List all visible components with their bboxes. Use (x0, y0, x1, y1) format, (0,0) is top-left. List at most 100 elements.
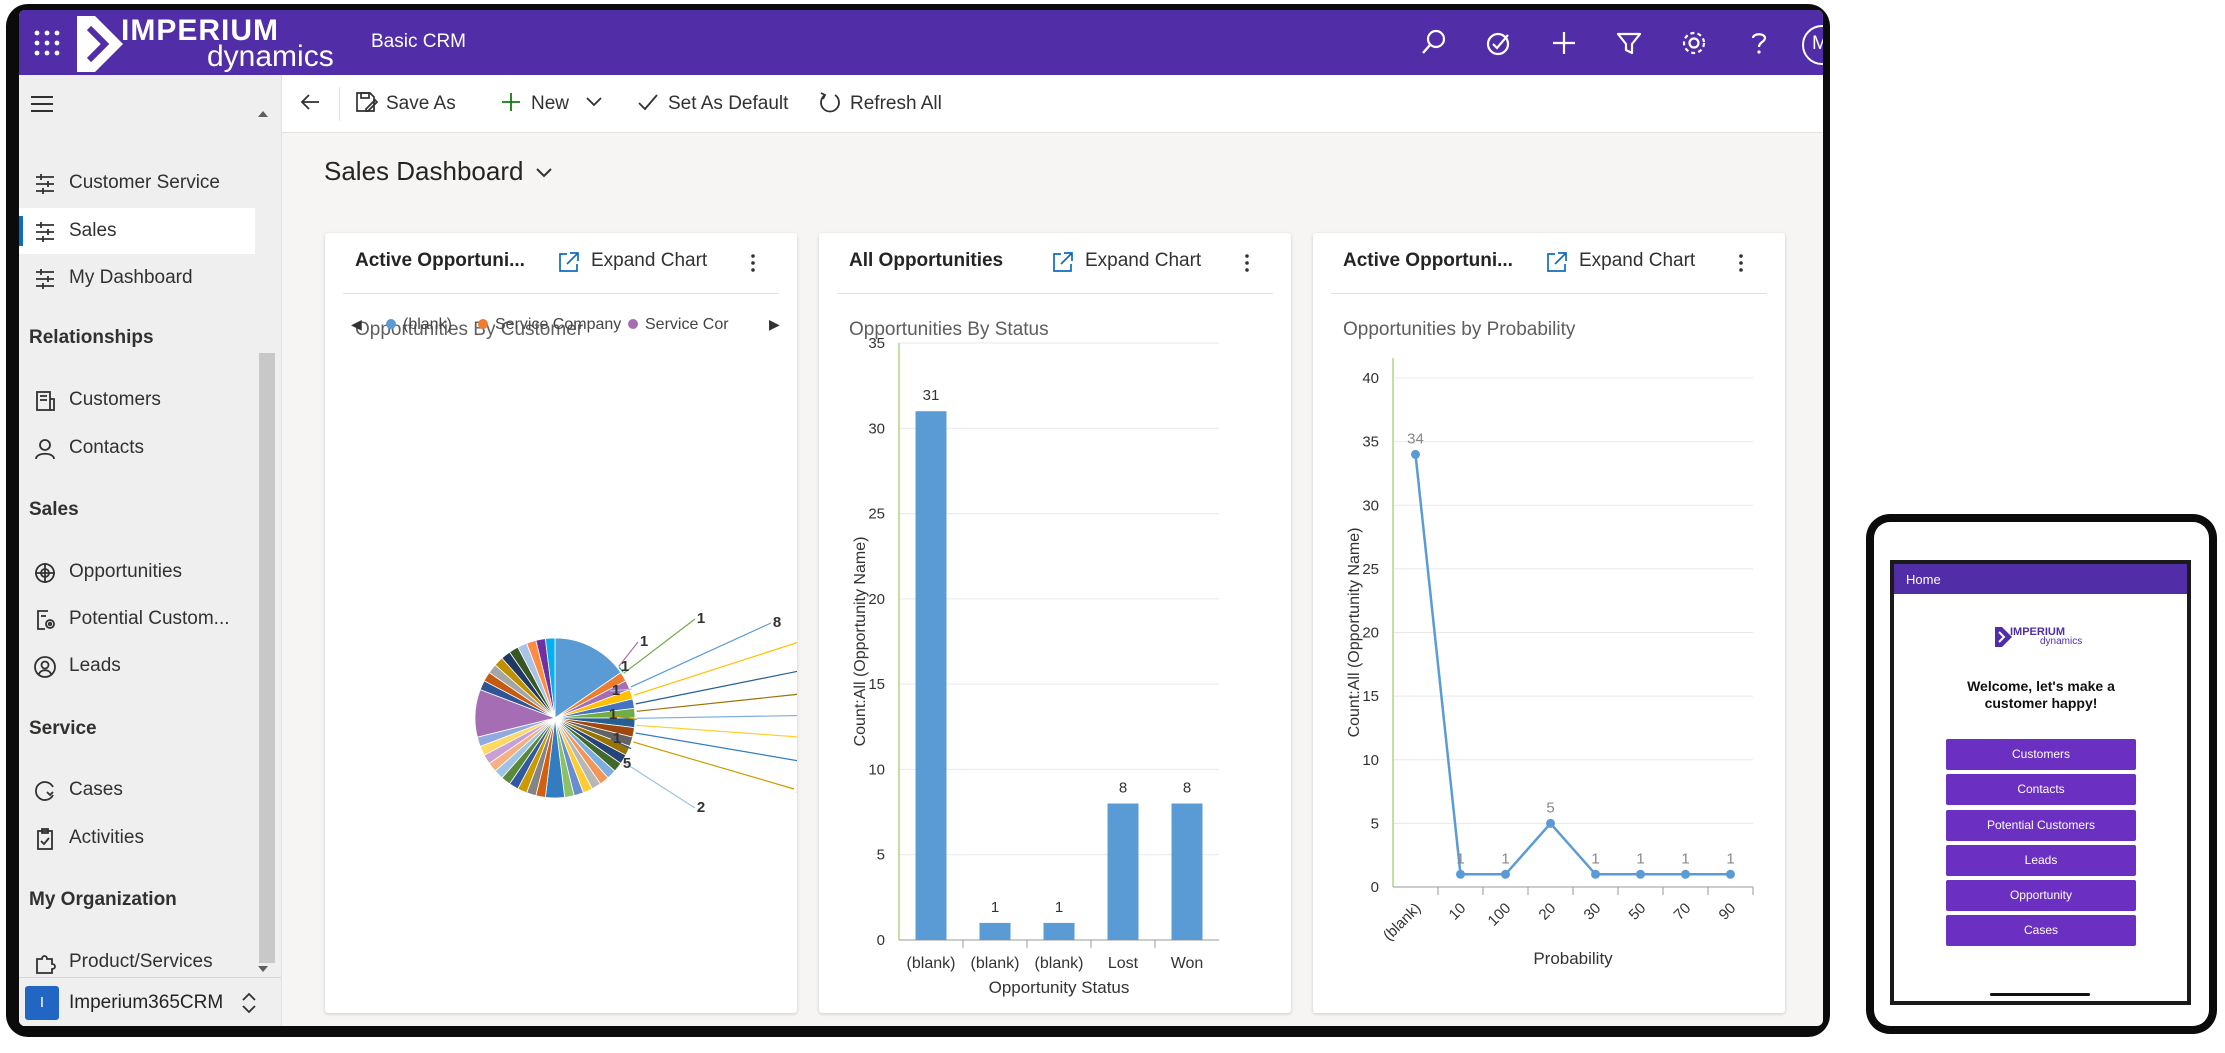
more-options-icon[interactable] (1731, 249, 1751, 277)
more-options-icon[interactable] (1237, 249, 1257, 277)
settings-icon[interactable] (1677, 26, 1711, 60)
expand-chart-button[interactable]: Expand Chart (557, 247, 707, 277)
pie-leader-line (636, 714, 797, 719)
refresh-all-button[interactable]: Refresh All (818, 85, 948, 121)
filter-icon[interactable] (1612, 26, 1646, 60)
sidebar-item-leads[interactable]: Leads (19, 643, 255, 689)
task-icon[interactable] (1482, 26, 1516, 60)
sidebar-item-opportunities[interactable]: Opportunities (19, 549, 255, 595)
y-tick-label: 0 (1371, 879, 1379, 896)
sidebar-item-customers[interactable]: Customers (19, 377, 255, 423)
tablet-potential-customers-button[interactable]: Potential Customers (1946, 810, 2136, 841)
x-tick-label: Lost (1108, 955, 1139, 972)
expand-chart-label: Expand Chart (591, 250, 708, 271)
sidebar-item-customer-service[interactable]: Customer Service (19, 160, 255, 206)
sidebar-scrollbar-thumb[interactable] (259, 353, 275, 963)
scroll-up-arrow-icon[interactable] (257, 107, 269, 119)
search-icon[interactable] (1417, 26, 1451, 60)
sidebar: Customer Service Sales My Dashboard Rela… (19, 75, 282, 1026)
pie-leader-line (636, 693, 797, 712)
app-launcher-icon[interactable] (29, 25, 65, 61)
desktop-screen: IMPERIUM dynamics Basic CRM M (19, 10, 1823, 1026)
sidebar-item-label: Sales (69, 220, 117, 241)
tablet-cases-button[interactable]: Cases (1946, 915, 2136, 946)
chart-card-opportunities-by-customer: Active Opportuni... Expand Chart Opportu… (325, 233, 797, 1013)
line-chart: 0 5 10 15 20 25 30 35 40 34 (blank) 1 10 1 100 5 20 1 30 1 5… (1346, 358, 1754, 968)
tablet-contacts-button[interactable]: Contacts (1946, 774, 2136, 805)
y-tick-label: 35 (1362, 434, 1379, 451)
sidebar-item-label: Potential Custom... (69, 608, 230, 629)
tablet-logo: IMPERIUM dynamics (1994, 622, 2088, 652)
expand-chart-label: Expand Chart (1579, 250, 1696, 271)
chart-card-opportunities-by-probability: Active Opportuni... Expand Chart Opportu… (1313, 233, 1785, 1013)
set-as-default-button[interactable]: Set As Default (636, 85, 796, 121)
tablet-logo-bottom: dynamics (2040, 636, 2083, 647)
sidebar-item-sales-dashboard[interactable]: Sales (19, 208, 255, 254)
group-heading-service: Service (29, 718, 97, 739)
sidebar-item-product-services[interactable]: Product/Services (19, 939, 255, 985)
sidebar-item-label: Customers (69, 389, 161, 410)
bar-data-label: 8 (1183, 780, 1191, 797)
point-data-label: 1 (1456, 850, 1464, 867)
sidebar-item-potential-customers[interactable]: Potential Custom... (19, 596, 255, 642)
bar-chart: 0 5 10 15 20 25 30 35 31 (blank) 1 (blank) 1 (blank) 8… (852, 335, 1219, 997)
sidebar-item-my-dashboard[interactable]: My Dashboard (19, 255, 255, 301)
data-point (1411, 449, 1420, 459)
tablet-home-indicator[interactable] (1990, 993, 2090, 996)
data-point (1681, 869, 1690, 879)
tablet-opportunity-button[interactable]: Opportunity (1946, 880, 2136, 911)
y-tick-label: 40 (1362, 370, 1379, 387)
point-data-label: 1 (1636, 850, 1644, 867)
help-icon[interactable] (1742, 26, 1776, 60)
x-tick-label: (blank) (1035, 955, 1084, 972)
dashboard-icon (36, 174, 54, 194)
new-label: New (531, 93, 570, 114)
data-point (1726, 869, 1735, 879)
expand-icon (1547, 252, 1567, 272)
app-name[interactable]: Basic CRM (371, 31, 467, 52)
pie-leader-line (635, 732, 797, 762)
point-data-label: 1 (1591, 850, 1599, 867)
card-title[interactable]: Active Opportuni... (355, 250, 525, 271)
tablet-welcome-text: Welcome, let's make a customer happy! (1967, 678, 2115, 711)
dashboard-icon (36, 269, 54, 289)
sidebar-item-activities[interactable]: Activities (19, 815, 255, 861)
lead-gear-icon (37, 610, 55, 630)
tablet-header-title[interactable]: Home (1906, 572, 1941, 587)
imperium-logo[interactable]: IMPERIUM dynamics (73, 10, 363, 75)
user-avatar[interactable]: M (1802, 25, 1823, 65)
add-icon[interactable] (1547, 26, 1581, 60)
card-title[interactable]: All Opportunities (849, 250, 1004, 271)
expand-chart-button[interactable]: Expand Chart (1051, 247, 1201, 277)
pie-leader-line (610, 738, 632, 750)
x-tick-label: 30 (1581, 900, 1605, 924)
hamburger-menu-icon[interactable] (29, 94, 55, 114)
card-title[interactable]: Active Opportuni... (1343, 250, 1513, 271)
sidebar-item-cases[interactable]: Cases (19, 767, 255, 813)
bar (1171, 803, 1203, 940)
pie-slice (544, 637, 556, 719)
dashboard-selector-chevron-icon[interactable] (533, 162, 555, 184)
legend-prev-arrow-icon: ◀ (351, 316, 362, 332)
point-data-label: 1 (1681, 850, 1689, 867)
sidebar-item-contacts[interactable]: Contacts (19, 425, 255, 471)
pie-leader-line (633, 642, 797, 696)
pie-data-label: 1 (613, 730, 621, 747)
scroll-down-arrow-icon[interactable] (257, 962, 269, 974)
tablet-customers-button[interactable]: Customers (1946, 739, 2136, 770)
expand-chart-button[interactable]: Expand Chart (1545, 247, 1695, 277)
new-button[interactable]: New (499, 85, 605, 121)
refresh-all-label: Refresh All (850, 93, 942, 114)
back-button[interactable] (294, 85, 328, 121)
legend-entry: Service Company (495, 316, 621, 333)
save-as-button[interactable]: Save As (354, 85, 464, 121)
tablet-leads-button[interactable]: Leads (1946, 845, 2136, 876)
chart-subtitle: Opportunities by Probability (1343, 319, 1576, 340)
pie-data-label: 1 (640, 633, 648, 650)
legend-swatch (478, 319, 488, 329)
bar (915, 411, 947, 940)
area-switcher[interactable]: I Imperium365CRM (19, 977, 281, 1026)
y-tick-label: 10 (1362, 752, 1379, 769)
selected-indicator (19, 216, 23, 246)
more-options-icon[interactable] (743, 249, 763, 277)
